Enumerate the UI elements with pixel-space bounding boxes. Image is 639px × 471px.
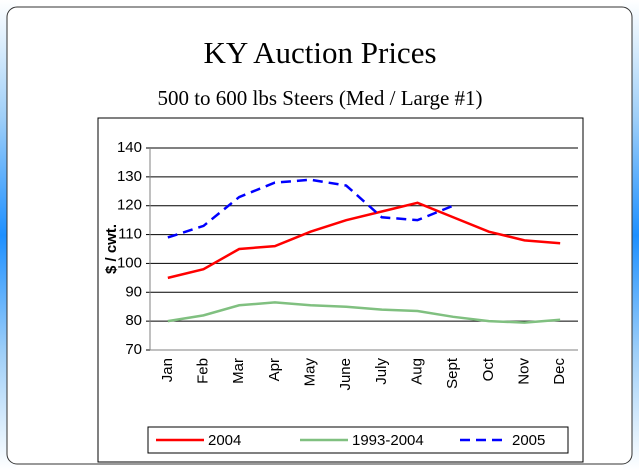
legend-label: 2004 [208,432,241,449]
x-tick-label: Mar [230,358,247,384]
y-tick-label: 100 [117,254,142,271]
chart-title: KY Auction Prices [203,35,436,70]
y-tick-label: 120 [117,197,142,214]
y-tick-label: 90 [125,283,142,300]
series-line [167,301,561,324]
x-tick-label: Sept [444,357,461,389]
legend-label: 2005 [512,432,545,449]
y-tick-label: 140 [117,139,142,156]
x-tick-label: Apr [266,358,283,381]
series-line [167,178,454,239]
y-tick-label: 130 [117,168,142,185]
x-tick-label: Aug [408,358,425,385]
x-tick-label: May [301,358,318,387]
x-tick-label: Feb [194,358,211,384]
legend-label: 1993-2004 [352,432,424,449]
x-tick-label: Dec [551,358,568,385]
x-tick-label: July [373,358,390,385]
chart-subtitle: 500 to 600 lbs Steers (Med / Large #1) [157,86,482,110]
x-tick-label: Nov [515,358,532,385]
y-tick-label: 70 [125,341,142,358]
series-line [167,201,561,280]
y-tick-label: 80 [125,312,142,329]
x-tick-label: June [337,358,354,391]
chart-area [97,117,584,463]
y-tick-label: 110 [118,226,142,243]
y-axis-label: $ / cwt. [103,224,120,274]
x-tick-label: Oct [480,357,497,381]
x-tick-label: Jan [159,358,176,382]
